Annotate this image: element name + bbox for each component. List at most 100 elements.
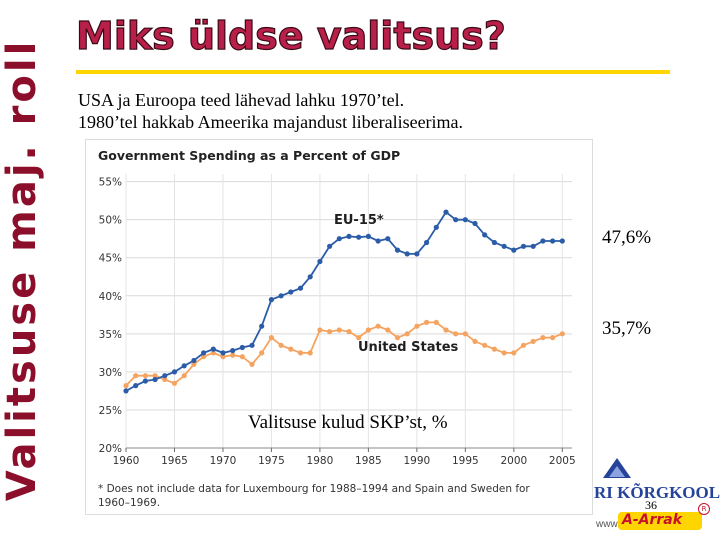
- point-eu-15-1970: [220, 350, 226, 356]
- point-eu-15-2001: [520, 243, 527, 249]
- chart-grid: [125, 174, 572, 449]
- point-eu-15-1999: [501, 243, 507, 249]
- point-united-states-1979: [307, 350, 313, 356]
- point-united-states-1977: [288, 346, 294, 352]
- point-united-states-1995: [462, 331, 468, 337]
- point-eu-15-1963: [152, 376, 158, 383]
- logo-triangle-inner-icon: [609, 466, 625, 477]
- chart-footnote-line-1: * Does not include data for Luxembourg f…: [98, 483, 530, 495]
- point-united-states-1965: [171, 380, 178, 386]
- point-united-states-1974: [259, 350, 265, 356]
- x-tick-label-2000: 2000: [500, 455, 527, 467]
- point-eu-15-2000: [511, 247, 517, 253]
- y-tick-label-20: 20%: [99, 443, 122, 455]
- point-eu-15-1981: [327, 243, 333, 249]
- x-tick-label-1990: 1990: [404, 455, 431, 467]
- series-label-united-states: United States: [358, 340, 459, 355]
- point-united-states-1985: [365, 327, 371, 333]
- callout-us-value: 35,7%: [602, 318, 652, 339]
- point-eu-15-1979: [307, 274, 313, 280]
- point-eu-15-1969: [210, 346, 216, 352]
- y-tick-label-50: 50%: [99, 215, 122, 227]
- x-tick-label-1985: 1985: [355, 455, 382, 467]
- point-eu-15-1965: [171, 369, 178, 375]
- point-eu-15-1980: [317, 258, 323, 265]
- point-eu-15-1995: [462, 217, 468, 223]
- y-tick-label-40: 40%: [99, 291, 122, 303]
- registered-mark-icon: R: [698, 503, 710, 515]
- title-underline: [76, 70, 670, 74]
- point-united-states-1963: [152, 373, 158, 379]
- point-united-states-2004: [550, 335, 556, 341]
- point-eu-15-1972: [239, 344, 245, 351]
- point-eu-15-1987: [385, 236, 391, 242]
- point-united-states-1992: [433, 319, 439, 325]
- point-united-states-1999: [501, 350, 507, 356]
- point-united-states-2005: [559, 331, 565, 337]
- point-united-states-2000: [511, 350, 517, 356]
- series-united-states: [123, 319, 565, 389]
- point-united-states-1973: [249, 361, 255, 367]
- point-united-states-1962: [142, 373, 148, 379]
- point-united-states-1990: [414, 323, 420, 329]
- y-axis-ticks: 20% 25% 30% 35% 40% 45% 50% 55%: [99, 177, 122, 455]
- point-united-states-1961: [133, 373, 139, 379]
- point-eu-15-1961: [133, 383, 139, 389]
- arrak-logo: A-Arrak: [618, 512, 702, 530]
- point-united-states-1998: [491, 346, 497, 352]
- point-eu-15-1967: [191, 357, 197, 364]
- point-eu-15-1990: [414, 251, 420, 257]
- point-united-states-1967: [191, 361, 197, 367]
- point-eu-15-1982: [336, 236, 342, 242]
- point-eu-15-1971: [230, 348, 236, 354]
- point-eu-15-1993: [443, 209, 449, 215]
- y-tick-label-55: 55%: [99, 177, 122, 189]
- point-eu-15-1998: [491, 239, 497, 246]
- subtitle-line-1: USA ja Euroopa teed lähevad lahku 1970’t…: [78, 90, 405, 110]
- point-united-states-1988: [394, 335, 401, 341]
- chart-title: Government Spending as a Percent of GDP: [98, 148, 400, 163]
- point-eu-15-1960: [123, 388, 129, 394]
- point-united-states-1970: [220, 354, 226, 360]
- line-chart: Government Spending as a Percent of GDP …: [98, 148, 576, 509]
- point-united-states-1981: [327, 329, 333, 335]
- slide-title: Miks üldse valitsus?: [75, 13, 506, 58]
- point-eu-15-1976: [278, 293, 284, 299]
- x-tick-label-1975: 1975: [258, 455, 285, 467]
- slide-subtitle: USA ja Euroopa teed lähevad lahku 1970’t…: [78, 89, 463, 133]
- point-eu-15-1978: [297, 285, 304, 291]
- point-united-states-1997: [482, 342, 488, 348]
- y-tick-label-45: 45%: [99, 253, 122, 265]
- point-united-states-1975: [268, 335, 274, 341]
- chart-footnote-line-2: 1960–1969.: [98, 497, 160, 509]
- series-label-eu-15: EU-15*: [334, 213, 384, 228]
- point-eu-15-2005: [559, 238, 565, 244]
- point-united-states-1978: [297, 350, 304, 356]
- point-united-states-1989: [404, 331, 410, 337]
- point-united-states-1966: [181, 373, 187, 379]
- point-united-states-1969: [210, 350, 216, 356]
- arrak-logo-text: A-Arrak: [622, 512, 683, 528]
- point-eu-15-1989: [404, 251, 410, 257]
- point-united-states-2001: [520, 342, 527, 348]
- point-eu-15-1991: [424, 239, 430, 246]
- point-united-states-1976: [278, 342, 284, 348]
- point-eu-15-2003: [540, 238, 546, 244]
- chart-caption: Valitsuse kulud SKP’st, %: [248, 412, 448, 433]
- x-tick-label-1980: 1980: [307, 455, 334, 467]
- y-tick-label-35: 35%: [99, 329, 122, 341]
- point-eu-15-1975: [268, 297, 274, 303]
- point-eu-15-1992: [433, 224, 439, 230]
- x-tick-label-2005: 2005: [549, 455, 576, 467]
- point-united-states-1972: [239, 354, 245, 360]
- series-line-united-states: [125, 321, 563, 387]
- point-eu-15-1962: [142, 378, 148, 384]
- point-eu-15-1996: [472, 220, 478, 227]
- point-eu-15-1968: [201, 350, 207, 356]
- point-eu-15-1997: [482, 232, 488, 238]
- x-axis-ticks: 1960 1965 1970 1975 1980 1985 1990 1995 2000 2005: [113, 447, 576, 467]
- point-united-states-1968: [201, 354, 207, 360]
- chart-panel: Government Spending as a Percent of GDP …: [86, 140, 592, 514]
- point-eu-15-2004: [550, 238, 556, 244]
- point-united-states-1994: [453, 331, 459, 337]
